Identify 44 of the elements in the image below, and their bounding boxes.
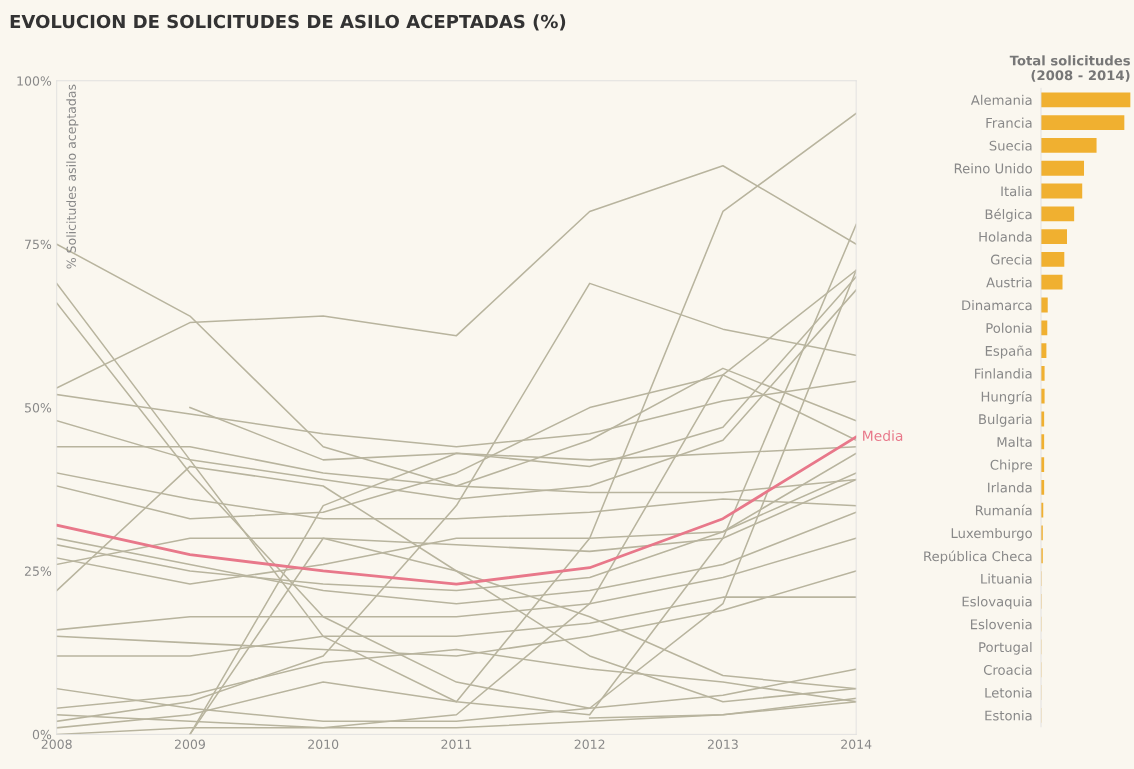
x-tick-label: 2009 (174, 739, 205, 749)
y-tick-label: Eslovaquia (962, 596, 1032, 610)
chart-title: Total solicitudes (2008 - 2014) (1009, 55, 1130, 82)
y-tick-label: Bulgaria (979, 413, 1032, 427)
y-tick-label: 0% (32, 729, 52, 740)
x-tick-label: 2014 (841, 739, 872, 749)
y-tick-label: Croacia (983, 664, 1032, 675)
y-tick-label: Luxemburgo (951, 527, 1032, 541)
y-tick-label: Malta (997, 436, 1032, 447)
x-tick-label: 2010 (308, 739, 339, 749)
y-tick-label: Polonia (986, 322, 1032, 333)
y-tick-label: Irlanda (988, 482, 1032, 493)
y-tick-label: Holanda (979, 231, 1032, 242)
y-tick-label: Lituania (981, 573, 1032, 584)
x-tick-label: 2011 (441, 739, 472, 749)
y-tick-label: 75% (25, 239, 52, 250)
y-tick-label: Francia (986, 117, 1032, 128)
x-tick-label: 2013 (707, 739, 738, 749)
y-tick-label: República Checa (924, 550, 1032, 564)
y-tick-label: Grecia (990, 254, 1032, 265)
y-tick-label: Alemania (970, 94, 1032, 106)
x-tick-label: 2012 (574, 739, 605, 749)
y-axis-title: % Solicitudes asilo aceptadas (66, 84, 79, 269)
y-tick-label: Rumanía (975, 504, 1032, 516)
x-tick-label: 2008 (41, 739, 72, 749)
y-tick-label: Reino Unido (954, 163, 1032, 174)
y-tick-label: Estonia (985, 710, 1032, 721)
y-tick-label: 100% (17, 76, 52, 86)
chart-title: EVOLUCION DE SOLICITUDES DE ASILO ACEPTADAS (%) (10, 14, 566, 31)
y-tick-label: Eslovenia (970, 619, 1032, 630)
y-tick-label: 25% (24, 566, 52, 576)
series-label: Media (863, 430, 903, 442)
y-tick-label: 50% (25, 403, 52, 413)
y-tick-label: Suecia (989, 140, 1032, 151)
y-tick-label: Portugal (979, 641, 1032, 655)
y-tick-label: Finlandia (975, 368, 1032, 379)
y-tick-label: Italia (1001, 186, 1032, 197)
y-tick-label: Hungría (981, 390, 1032, 405)
y-tick-label: España (985, 345, 1032, 359)
y-tick-label: Austria (986, 277, 1032, 288)
y-tick-label: Dinamarca (962, 299, 1032, 311)
y-tick-label: Chipre (990, 459, 1032, 473)
y-tick-label: Letonia (985, 687, 1032, 698)
y-tick-label: Bélgica (985, 208, 1032, 222)
